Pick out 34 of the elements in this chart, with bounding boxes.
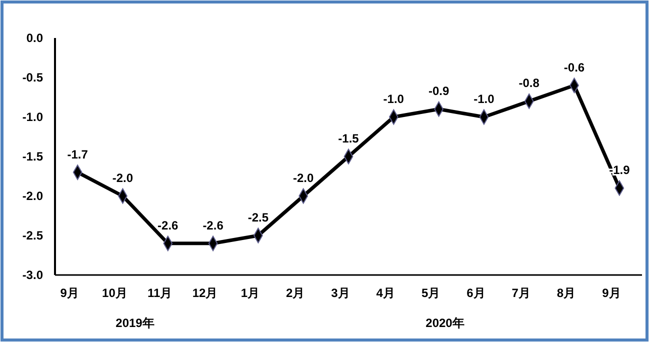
- y-tick-label: 0.0: [26, 31, 44, 46]
- text: -0.8: [518, 76, 540, 90]
- x-tick-label: 9月: [602, 286, 621, 300]
- text: -1.5: [338, 132, 359, 146]
- y-tick-label: -3.0: [22, 268, 44, 282]
- text: -0.9: [428, 84, 450, 98]
- y-tick-label: -2.0: [22, 189, 44, 204]
- x-tick-label: 4月: [376, 286, 395, 300]
- text: -1.7: [67, 147, 88, 162]
- y-tick-label: -0.5: [22, 70, 44, 85]
- text: 2020年: [426, 316, 464, 330]
- x-tick-label: 8月: [556, 286, 576, 300]
- text: 2019年: [116, 316, 154, 330]
- text: -1.0: [474, 92, 494, 106]
- y-tick-label: -1.5: [22, 150, 44, 164]
- x-tick-label: 2月: [286, 286, 305, 300]
- x-tick-label: 1月: [240, 286, 260, 300]
- y-tick-label: -2.5: [22, 228, 44, 243]
- text: -1.0: [383, 92, 404, 106]
- x-tick-label: 10月: [102, 286, 128, 300]
- y-tick-label: -1.0: [22, 110, 44, 124]
- text: -0.6: [564, 60, 585, 74]
- text: -2.6: [158, 218, 178, 232]
- x-tick-label: 9月: [60, 286, 79, 300]
- x-tick-label: 3月: [331, 286, 350, 300]
- text: -2.0: [293, 171, 314, 185]
- text: -2.0: [112, 171, 134, 185]
- x-tick-label: 12月: [192, 286, 218, 300]
- text: -2.5: [248, 210, 269, 224]
- x-tick-label: 6月: [466, 286, 486, 300]
- x-tick-label: 11月: [148, 286, 172, 300]
- x-tick-label: 7月: [512, 286, 530, 300]
- x-tick-label: 5月: [421, 286, 440, 300]
- text: -2.6: [202, 218, 224, 232]
